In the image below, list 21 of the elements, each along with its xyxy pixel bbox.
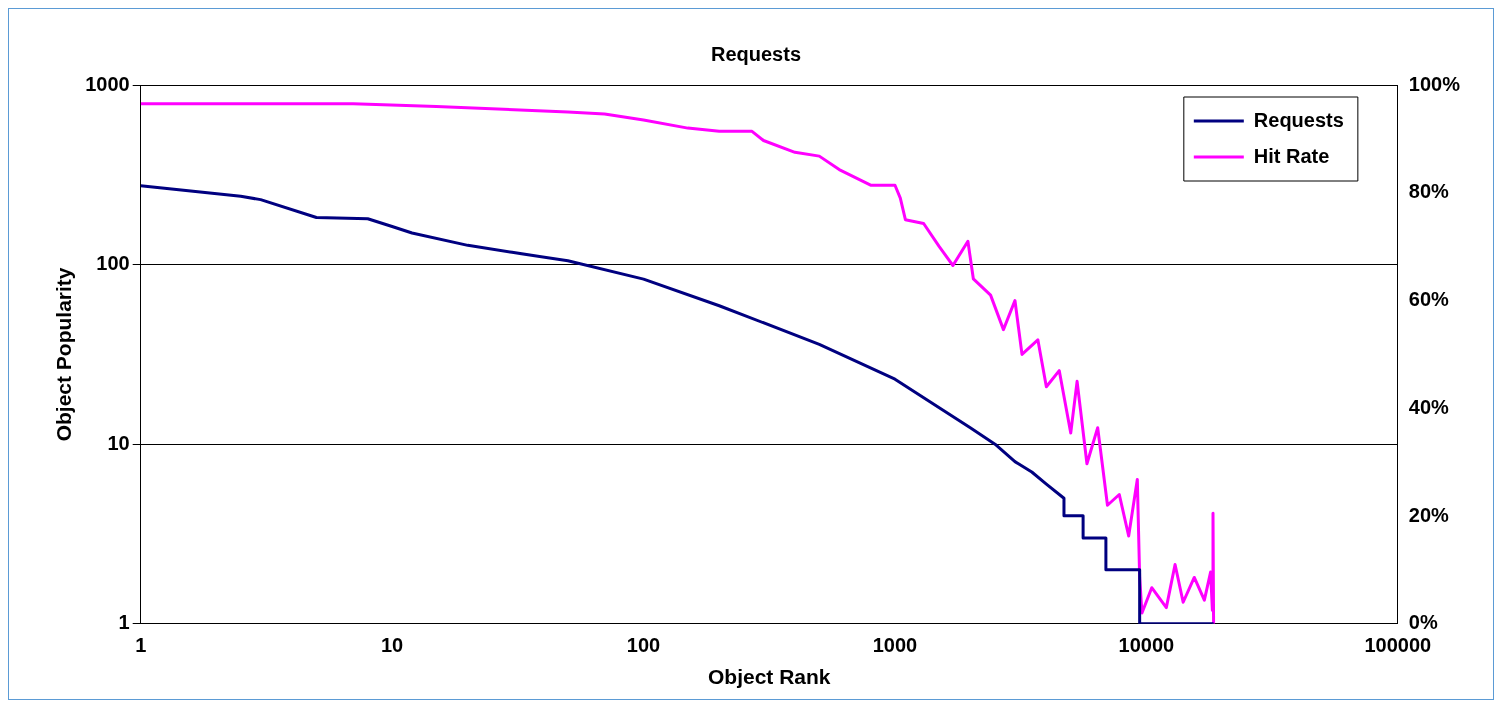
x-tick-label: 1 [135, 634, 147, 657]
y-tick-label: 100 [96, 252, 130, 275]
x-tick-label: 10000 [1118, 634, 1175, 657]
y2-tick-label: 80% [1408, 180, 1450, 203]
y2-tick-label: 100% [1408, 72, 1461, 95]
x-axis-title: Object Rank [708, 665, 831, 689]
y-axis-title: Object Popularity [52, 267, 76, 442]
y-tick-label: 10 [107, 431, 130, 454]
chart-title: Requests [710, 42, 802, 65]
x-tick-label: 10 [381, 634, 404, 657]
y-tick-label: 1000 [85, 72, 130, 95]
y2-tick-label: 20% [1408, 503, 1450, 526]
legend-label: Requests [1253, 108, 1344, 131]
y2-tick-label: 40% [1408, 395, 1450, 418]
y2-tick-label: 0% [1408, 611, 1438, 634]
x-tick-label: 100000 [1364, 634, 1432, 657]
y-tick-label: 1 [118, 611, 130, 634]
x-tick-label: 1000 [872, 634, 918, 657]
x-tick-label: 100 [626, 634, 661, 657]
y2-tick-label: 60% [1408, 288, 1450, 311]
legend-label: Hit Rate [1253, 144, 1330, 167]
